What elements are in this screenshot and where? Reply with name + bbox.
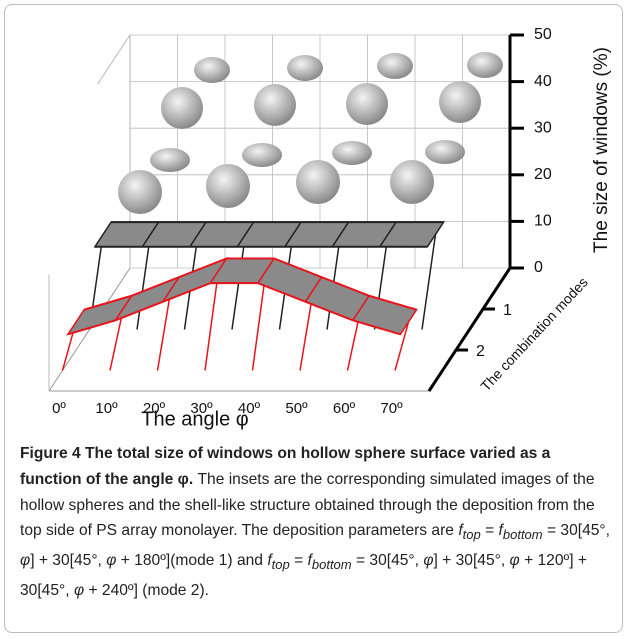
eq: φ <box>73 582 85 600</box>
plot: 0º 10º 20º 30º 40º 50º 60º 70º 0 10 20 30 40 50 1 2 <box>48 26 552 417</box>
eq: = 30[45°, <box>542 522 610 540</box>
drop-line <box>156 289 172 371</box>
x-tick-label: 30º <box>190 400 213 417</box>
caption-title: The total size of windows on hollow sphe… <box>20 445 551 488</box>
eq: f <box>267 552 272 570</box>
depth-tick-label: 2 <box>476 343 485 360</box>
drop-line <box>421 234 437 330</box>
equation: ftop = fbottom = 30[45°, φ] + 30[45°, φ … <box>20 522 610 569</box>
eq: = <box>480 522 499 540</box>
caption-text: The insets are the corresponding simulat… <box>20 470 595 540</box>
eq: top <box>271 557 290 573</box>
eq: φ <box>20 552 31 570</box>
eq: φ <box>106 552 117 570</box>
x-tick-label: 70º <box>380 400 403 417</box>
drop-line <box>136 234 152 330</box>
drop-line <box>251 270 267 371</box>
x-tick-label: 50º <box>285 400 308 417</box>
x-tick-label: 60º <box>333 400 356 417</box>
eq: + 240º] (mode 2). <box>84 582 210 600</box>
z-tick-label: 50 <box>534 26 552 43</box>
eq: f <box>498 522 503 540</box>
eq: ] + 30[45°, <box>30 552 107 570</box>
eq: + 120º] + 30[45°, <box>20 552 587 600</box>
z-tick-label: 30 <box>534 119 552 136</box>
eq: = 30[45°, <box>351 552 424 570</box>
x-tick-label: 10º <box>95 400 118 417</box>
depth-tick-label: 1 <box>503 302 512 319</box>
z-tick-label: 10 <box>534 213 552 230</box>
ribbon-edge <box>67 282 401 336</box>
z-tick-label: 40 <box>534 73 552 90</box>
z-tick-label: 20 <box>534 166 552 183</box>
x-axis-label: The angle φ <box>141 408 249 430</box>
z-tick-label: 0 <box>534 259 543 276</box>
eq: φ <box>509 552 520 570</box>
x-tick-label: 20º <box>143 400 166 417</box>
figure-label: Figure 4 <box>20 445 81 462</box>
x-tick-label: 40º <box>238 400 261 417</box>
eq: bottom <box>502 527 543 543</box>
eq: φ <box>423 552 434 570</box>
drop-line <box>204 270 220 371</box>
eq: top <box>462 527 481 543</box>
eq: f <box>458 522 463 540</box>
equation: ftop = fbottom = 30[45°, φ] + 30[45°, φ … <box>20 552 587 599</box>
chart: 0º 10º 20º 30º 40º 50º 60º 70º 0 10 20 30 40 50 1 2 The… <box>48 26 612 430</box>
caption: Figure 4 The total size of windows on ho… <box>20 441 615 604</box>
depth-axis <box>427 267 512 392</box>
z-axis-label: The size of windows (%) <box>591 47 612 253</box>
drop-line <box>394 321 410 371</box>
x-tick-label: 0º <box>52 400 66 417</box>
ribbon-edge <box>83 257 417 311</box>
figure-frame <box>4 4 623 633</box>
wall-edge <box>97 34 131 85</box>
eq: bottom <box>311 557 352 573</box>
eq: + 180º](mode 1) and <box>116 552 263 570</box>
eq: ] + 30[45°, <box>433 552 510 570</box>
sphere-insets <box>118 52 503 214</box>
eq: f <box>307 552 312 570</box>
eq: = <box>289 552 308 570</box>
